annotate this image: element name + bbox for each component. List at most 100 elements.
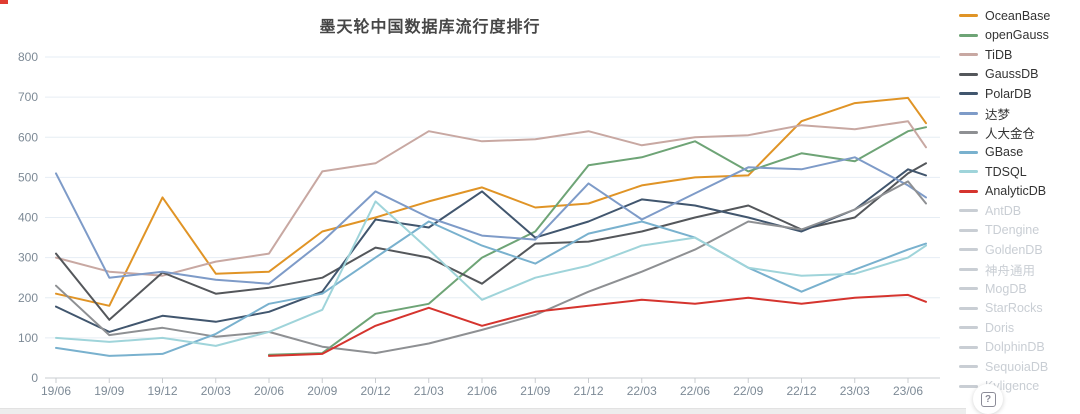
x-axis-label: 19/12 xyxy=(147,384,177,398)
legend-swatch-icon xyxy=(959,53,978,57)
legend-label: TDengine xyxy=(985,223,1040,238)
series-line-GBase xyxy=(55,220,927,357)
legend-label: AntDB xyxy=(985,203,1022,218)
series-line-openGauss xyxy=(268,126,927,356)
y-axis-label: 500 xyxy=(18,170,38,184)
legend-label: SequoiaDB xyxy=(985,359,1049,374)
legend-swatch-icon xyxy=(959,189,978,193)
legend-swatch-icon xyxy=(959,345,978,349)
legend-label: TiDB xyxy=(985,47,1013,62)
legend-label: MogDB xyxy=(985,281,1027,296)
legend-swatch-icon xyxy=(959,209,978,213)
legend-label: 达梦 xyxy=(985,107,1011,122)
legend-item-SequoiaDB[interactable]: SequoiaDB xyxy=(959,357,1080,377)
x-axis-label: 22/03 xyxy=(627,384,657,398)
x-axis-label: 21/03 xyxy=(414,384,444,398)
legend-swatch-icon xyxy=(959,111,978,115)
legend-item-AnalyticDB[interactable]: AnalyticDB xyxy=(959,182,1080,202)
x-axis-label: 21/12 xyxy=(573,384,603,398)
y-axis-label: 700 xyxy=(18,90,38,104)
legend-item-GaussDB[interactable]: GaussDB xyxy=(959,65,1080,85)
series-line-OceanBase xyxy=(55,96,927,307)
chart-title: 墨天轮中国数据库流行度排行 xyxy=(319,19,541,36)
x-axis-label: 20/03 xyxy=(201,384,231,398)
legend-item-GoldenDB[interactable]: GoldenDB xyxy=(959,240,1080,260)
legend-item-OceanBase[interactable]: OceanBase xyxy=(959,6,1080,26)
legend-swatch-icon xyxy=(959,384,978,388)
legend-label: DolphinDB xyxy=(985,340,1045,355)
x-axis-label: 19/06 xyxy=(41,384,71,398)
legend-swatch-icon xyxy=(959,92,978,96)
x-axis-label: 23/03 xyxy=(840,384,870,398)
legend-swatch-icon xyxy=(959,248,978,252)
legend-label: OceanBase xyxy=(985,8,1051,23)
legend-swatch-icon xyxy=(959,14,978,18)
legend-item-openGauss[interactable]: openGauss xyxy=(959,26,1080,46)
x-axis-label: 22/12 xyxy=(786,384,816,398)
y-axis-label: 800 xyxy=(18,50,38,64)
legend-item-MogDB[interactable]: MogDB xyxy=(959,279,1080,299)
y-axis-label: 400 xyxy=(18,211,38,225)
legend-swatch-icon xyxy=(959,267,978,271)
x-axis-label: 20/09 xyxy=(307,384,337,398)
series-line-AnalyticDB xyxy=(268,293,927,357)
legend-item-神舟通用[interactable]: 神舟通用 xyxy=(959,260,1080,280)
x-axis-label: 19/09 xyxy=(94,384,124,398)
x-axis-label: 20/12 xyxy=(360,384,390,398)
help-button[interactable]: ? xyxy=(973,384,1003,414)
legend-item-PolarDB[interactable]: PolarDB xyxy=(959,84,1080,104)
series-line-达梦 xyxy=(55,156,927,285)
legend-swatch-icon xyxy=(959,365,978,369)
x-axis-label: 23/06 xyxy=(893,384,923,398)
x-axis-label: 21/09 xyxy=(520,384,550,398)
screen-corner-artifact xyxy=(0,0,8,4)
legend-label: GoldenDB xyxy=(985,242,1043,257)
legend-item-人大金仓[interactable]: 人大金仓 xyxy=(959,123,1080,143)
legend-swatch-icon xyxy=(959,33,978,37)
legend-label: Doris xyxy=(985,320,1015,335)
y-axis-label: 600 xyxy=(18,130,38,144)
y-axis-label: 0 xyxy=(31,371,38,385)
legend-swatch-icon xyxy=(959,228,978,232)
legend-label: 人大金仓 xyxy=(985,127,1036,142)
horizontal-scrollbar-track[interactable] xyxy=(0,408,966,414)
legend-swatch-icon xyxy=(959,326,978,330)
legend-swatch-icon xyxy=(959,306,978,310)
legend-item-DolphinDB[interactable]: DolphinDB xyxy=(959,338,1080,358)
legend-label: PolarDB xyxy=(985,86,1032,101)
legend-label: GaussDB xyxy=(985,67,1039,82)
legend-label: 神舟通用 xyxy=(985,263,1036,278)
series-line-PolarDB xyxy=(55,168,927,333)
x-axis-label: 22/09 xyxy=(733,384,763,398)
series-line-TiDB xyxy=(55,120,927,277)
legend-item-StarRocks[interactable]: StarRocks xyxy=(959,299,1080,319)
legend-label: AnalyticDB xyxy=(985,184,1047,199)
question-mark-icon: ? xyxy=(980,391,996,407)
legend-item-GBase[interactable]: GBase xyxy=(959,143,1080,163)
legend-label: GBase xyxy=(985,145,1024,160)
legend-label: StarRocks xyxy=(985,301,1043,316)
legend-item-TDengine[interactable]: TDengine xyxy=(959,221,1080,241)
x-axis-label: 22/06 xyxy=(680,384,710,398)
legend-item-达梦[interactable]: 达梦 xyxy=(959,104,1080,124)
legend-label: openGauss xyxy=(985,28,1049,43)
x-axis-label: 20/06 xyxy=(254,384,284,398)
y-axis-label: 100 xyxy=(18,331,38,345)
legend-item-TDSQL[interactable]: TDSQL xyxy=(959,162,1080,182)
legend-swatch-icon xyxy=(959,131,978,135)
x-axis-label: 21/06 xyxy=(467,384,497,398)
legend-label: TDSQL xyxy=(985,164,1027,179)
legend-swatch-icon xyxy=(959,287,978,291)
legend-item-Doris[interactable]: Doris xyxy=(959,318,1080,338)
chart-legend: OceanBase openGauss TiDB GaussDB PolarDB 达梦人大… xyxy=(959,6,1080,396)
legend-item-TiDB[interactable]: TiDB xyxy=(959,45,1080,65)
y-axis-label: 300 xyxy=(18,251,38,265)
legend-item-AntDB[interactable]: AntDB xyxy=(959,201,1080,221)
legend-swatch-icon xyxy=(959,150,978,154)
series-line-人大金仓 xyxy=(55,180,927,355)
legend-swatch-icon xyxy=(959,170,978,174)
legend-swatch-icon xyxy=(959,72,978,76)
series-line-TDSQL xyxy=(55,200,927,347)
